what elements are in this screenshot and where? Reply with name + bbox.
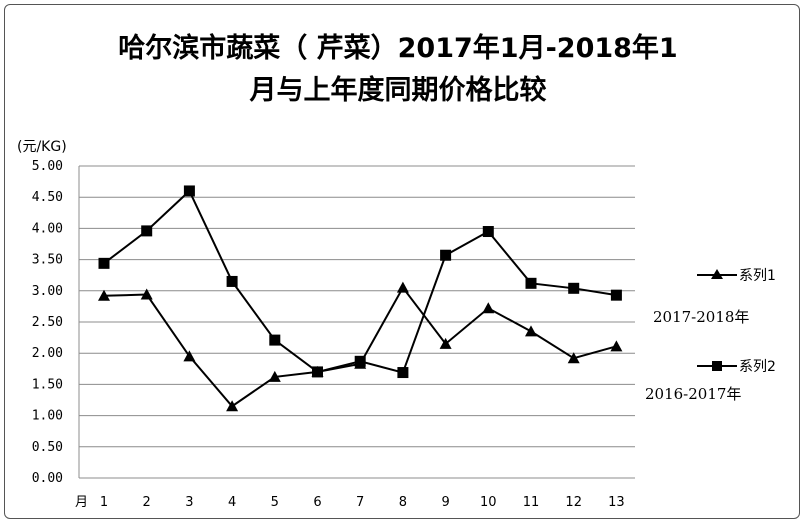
- x-tick-label: 4: [228, 495, 236, 510]
- y-tick-label: 5.00: [32, 159, 63, 174]
- series-1-point: [98, 289, 110, 301]
- x-tick-label: 1: [100, 495, 108, 510]
- chart-svg: 哈尔滨市蔬菜（ 芹菜）2017年1月-2018年1 月与上年度同期价格比较 (元…: [17, 32, 776, 510]
- x-tick-label: 10: [480, 495, 497, 510]
- legend-series-2-marker: [712, 361, 722, 371]
- series-lines: [103, 189, 617, 408]
- x-tick-labels: 1 2 3 4 5 6 7 8 9 10 11 12 13: [100, 495, 625, 510]
- series-2-point: [312, 366, 323, 378]
- series-1-point: [226, 400, 239, 412]
- x-tick-label: 12: [565, 495, 582, 510]
- y-tick-label: 2.50: [32, 315, 63, 330]
- series-2-point: [269, 334, 281, 346]
- x-tick-label: 11: [523, 495, 540, 510]
- annotation-series-1-period: 2017-2018年: [653, 308, 749, 326]
- x-tick-label: 5: [271, 495, 279, 510]
- series-2-point: [568, 282, 580, 294]
- series-2-point: [525, 277, 537, 289]
- series-1-point: [610, 340, 623, 352]
- x-tick-label: 3: [185, 495, 193, 510]
- series-1-point: [396, 281, 409, 293]
- y-tick-label: 0.50: [32, 440, 63, 455]
- x-tick-label: 9: [441, 495, 449, 510]
- y-tick-label: 3.50: [32, 253, 63, 268]
- series-2-point: [610, 289, 622, 301]
- y-tick-label: 3.00: [32, 284, 63, 299]
- annotation-series-2-period: 2016-2017年: [645, 385, 741, 403]
- series-2-point: [141, 225, 153, 237]
- y-tick-label: 4.50: [32, 190, 63, 205]
- x-axis-label: 月: [75, 495, 88, 510]
- series-1-point: [525, 325, 537, 337]
- series-1-point: [140, 288, 153, 300]
- legend-series-2-label: 系列2: [739, 359, 776, 375]
- series-markers: [98, 185, 623, 412]
- series-2-point: [98, 257, 110, 269]
- series-1-line: [103, 285, 617, 408]
- x-tick-label: 13: [608, 495, 625, 510]
- series-2-point: [440, 249, 452, 261]
- legend-series-1-marker: [711, 269, 723, 279]
- series-2-point: [397, 367, 409, 379]
- series-2-point: [183, 185, 195, 197]
- legend: 系列1 系列2: [697, 268, 776, 375]
- x-tick-label: 2: [143, 495, 151, 510]
- series-1-point: [183, 350, 196, 362]
- chart-title-line-2: 月与上年度同期价格比较: [249, 74, 547, 106]
- series-1-point: [268, 370, 281, 382]
- chart-title-line-1: 哈尔滨市蔬菜（ 芹菜）2017年1月-2018年1: [118, 32, 677, 64]
- y-axis-unit-label: (元/KG): [17, 139, 67, 155]
- series-1-point: [482, 302, 495, 314]
- y-tick-label: 1.00: [32, 409, 63, 424]
- y-tick-label: 2.00: [32, 346, 63, 361]
- series-2-point: [226, 275, 238, 287]
- x-tick-label: 6: [313, 495, 321, 510]
- series-1-point: [439, 337, 452, 349]
- y-tick-label: 0.00: [32, 471, 63, 486]
- y-tick-label: 1.50: [32, 377, 63, 392]
- series-1-point: [567, 352, 580, 364]
- series-2-point: [354, 355, 366, 367]
- x-tick-label: 8: [399, 495, 407, 510]
- y-tick-labels: 0.00 0.50 1.00 1.50 2.00 2.50 3.00 3.50 4.00 4.50…: [32, 159, 63, 486]
- y-tick-label: 4.00: [32, 221, 63, 236]
- legend-series-1-label: 系列1: [739, 268, 776, 284]
- gridlines: [78, 165, 635, 479]
- series-2-point: [482, 226, 494, 238]
- chart-frame: 哈尔滨市蔬菜（ 芹菜）2017年1月-2018年1 月与上年度同期价格比较 (元…: [4, 4, 800, 519]
- x-tick-label: 7: [356, 495, 364, 510]
